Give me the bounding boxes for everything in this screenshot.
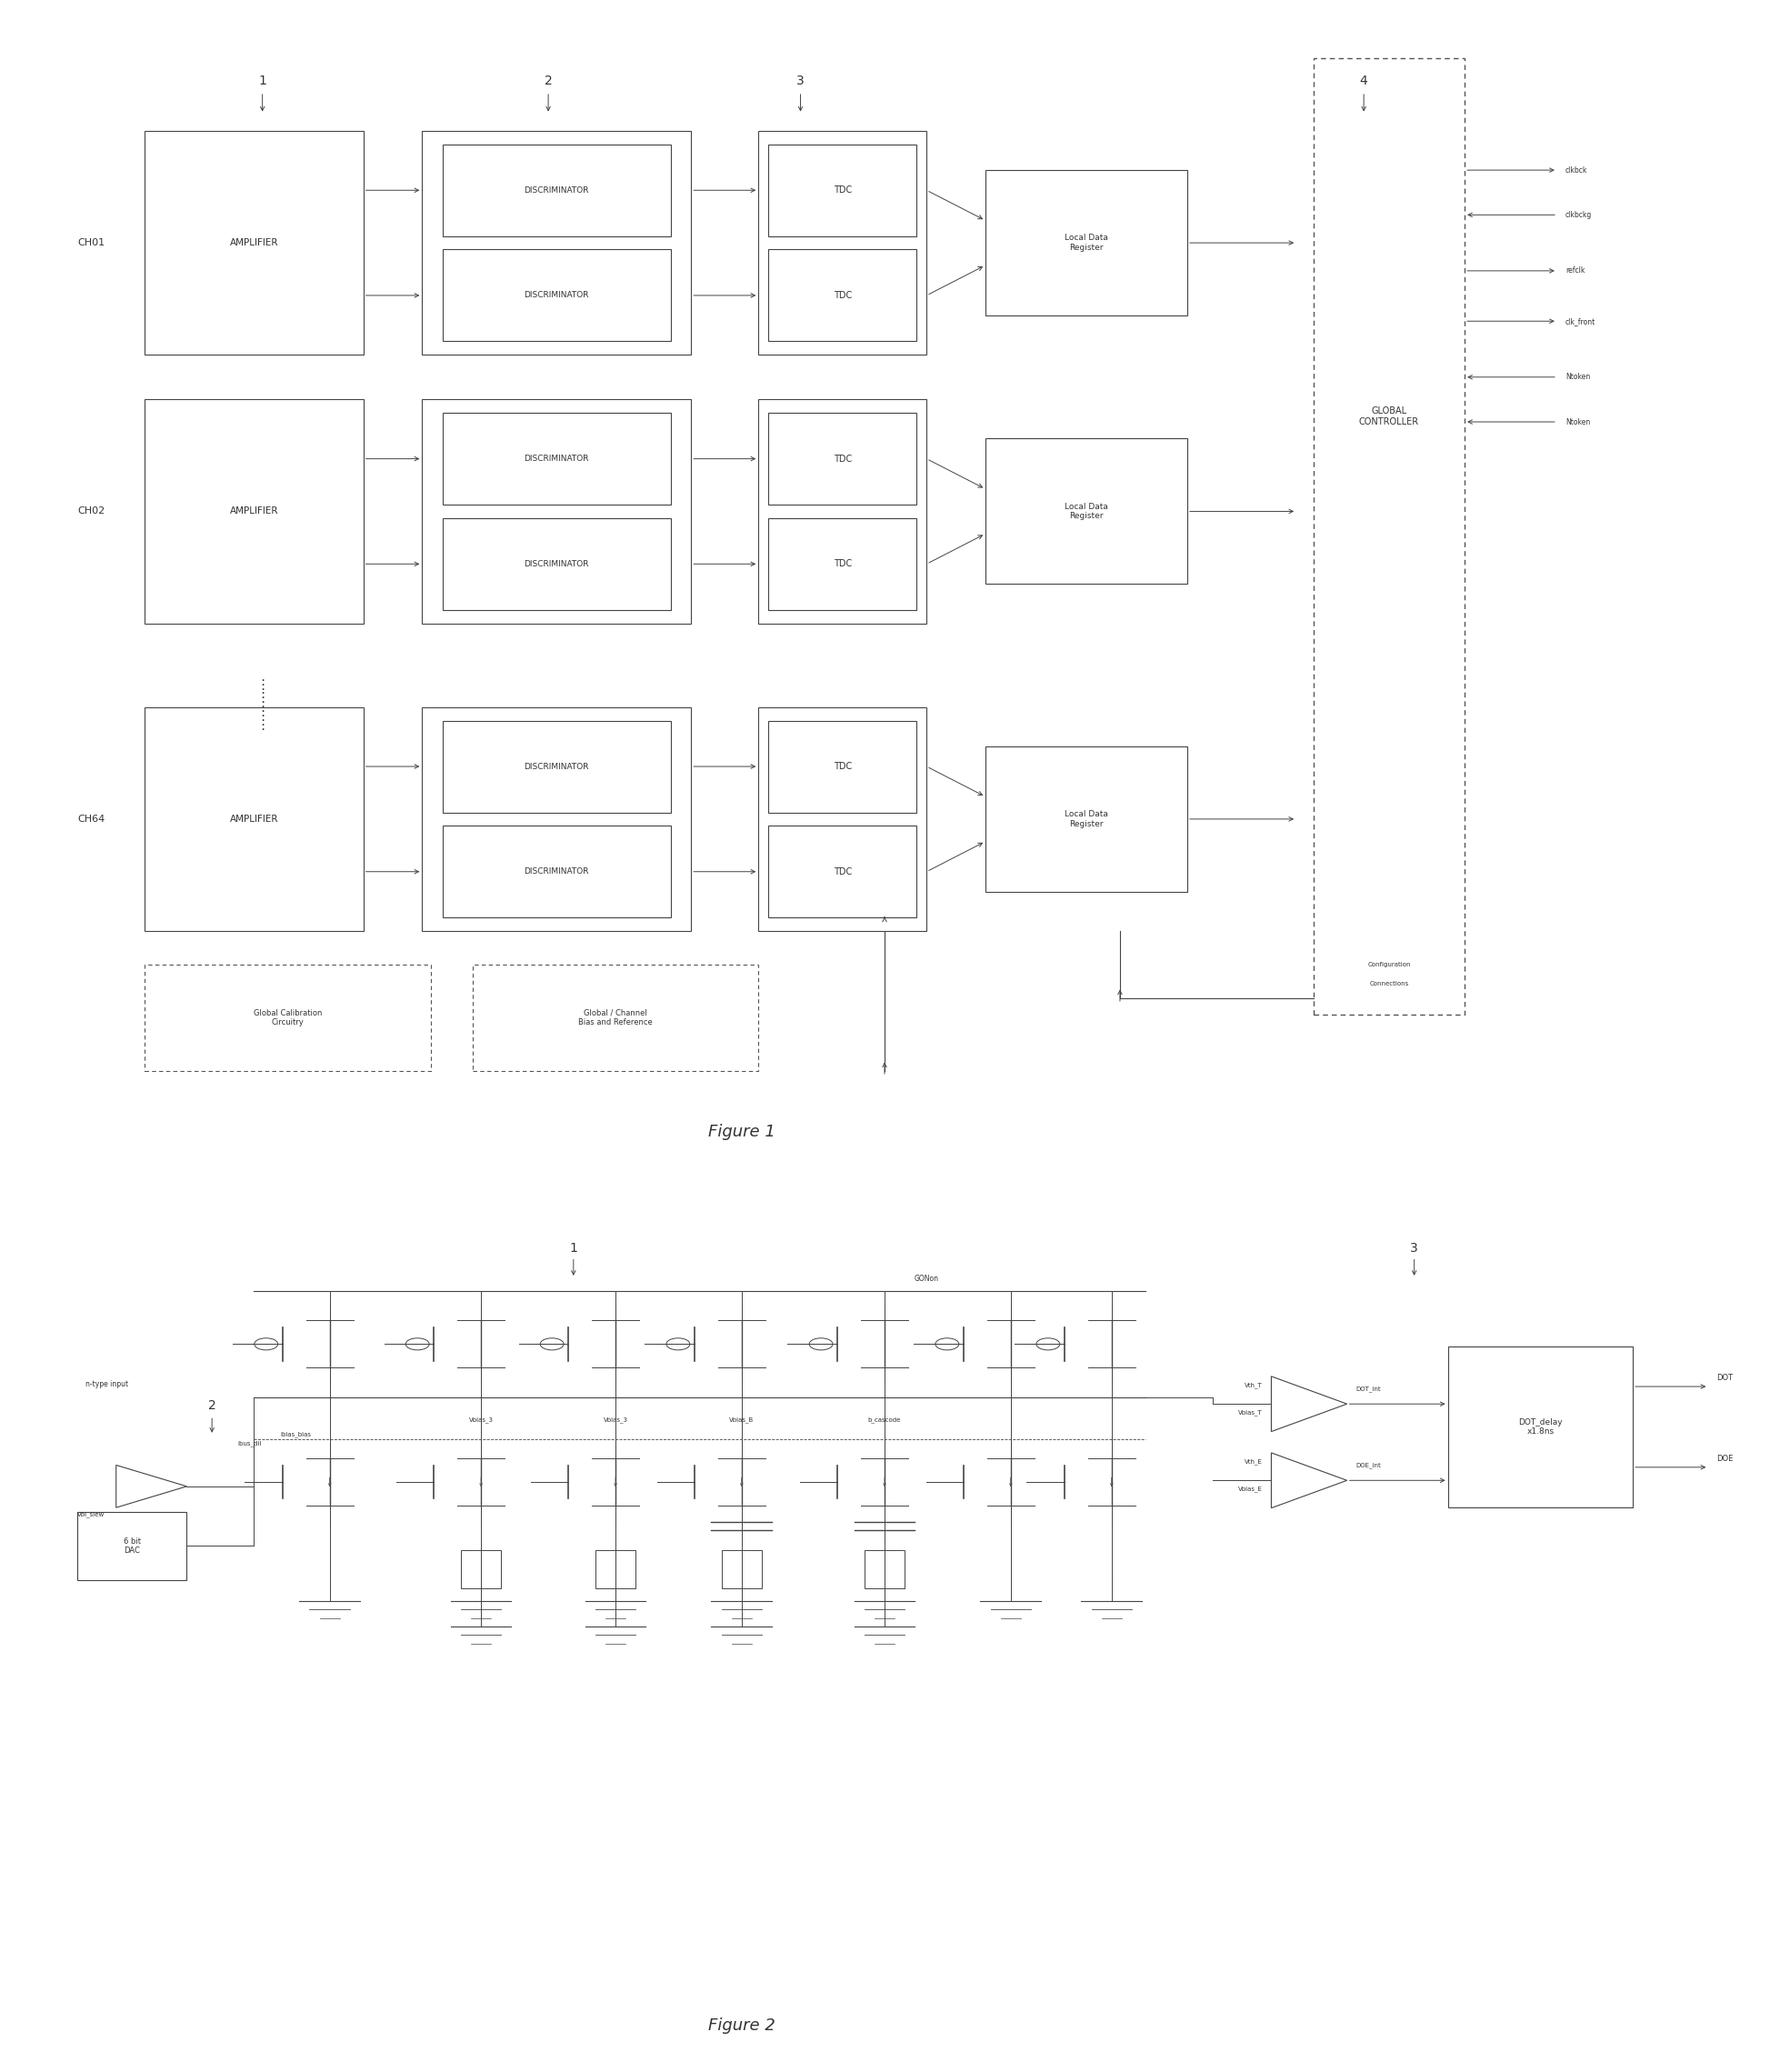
- Text: Configuration: Configuration: [1368, 961, 1411, 968]
- FancyBboxPatch shape: [595, 1550, 635, 1589]
- FancyBboxPatch shape: [986, 170, 1188, 315]
- Text: TDC: TDC: [834, 454, 851, 464]
- FancyBboxPatch shape: [442, 249, 671, 342]
- Text: Local Data
Register: Local Data Register: [1064, 234, 1108, 251]
- Text: 1: 1: [570, 1241, 577, 1256]
- Text: 1: 1: [258, 75, 267, 87]
- FancyBboxPatch shape: [145, 963, 430, 1071]
- Text: DISCRIMINATOR: DISCRIMINATOR: [524, 559, 589, 568]
- Text: DOT_delay
x1.8ns: DOT_delay x1.8ns: [1519, 1417, 1563, 1436]
- Text: DOT_int: DOT_int: [1356, 1386, 1381, 1392]
- FancyBboxPatch shape: [768, 145, 917, 236]
- FancyBboxPatch shape: [986, 746, 1188, 891]
- Text: 3: 3: [796, 75, 804, 87]
- Text: CH64: CH64: [78, 814, 104, 823]
- Text: refclk: refclk: [1565, 267, 1584, 276]
- Text: clk_front: clk_front: [1565, 317, 1597, 325]
- Text: GONon: GONon: [915, 1274, 938, 1283]
- FancyBboxPatch shape: [758, 707, 927, 930]
- FancyBboxPatch shape: [768, 721, 917, 812]
- FancyBboxPatch shape: [758, 131, 927, 354]
- FancyBboxPatch shape: [421, 400, 690, 624]
- Text: ⋮: ⋮: [255, 692, 269, 704]
- FancyBboxPatch shape: [460, 1550, 501, 1589]
- Text: AMPLIFIER: AMPLIFIER: [230, 238, 278, 247]
- Text: DISCRIMINATOR: DISCRIMINATOR: [524, 868, 589, 876]
- Text: 2: 2: [209, 1399, 216, 1411]
- Text: TDC: TDC: [834, 559, 851, 568]
- Text: AMPLIFIER: AMPLIFIER: [230, 508, 278, 516]
- Text: n-type input: n-type input: [85, 1380, 129, 1388]
- Text: Connections: Connections: [1370, 980, 1409, 986]
- Text: Vbias_3: Vbias_3: [604, 1417, 628, 1423]
- Text: Vbias_T: Vbias_T: [1239, 1409, 1262, 1415]
- Text: DISCRIMINATOR: DISCRIMINATOR: [524, 186, 589, 195]
- Text: Vbias_E: Vbias_E: [1239, 1486, 1262, 1492]
- FancyBboxPatch shape: [145, 131, 363, 354]
- Text: Figure 2: Figure 2: [708, 2018, 775, 2035]
- Text: DOE_int: DOE_int: [1356, 1463, 1381, 1469]
- FancyBboxPatch shape: [864, 1550, 904, 1589]
- FancyBboxPatch shape: [768, 827, 917, 918]
- FancyBboxPatch shape: [442, 721, 671, 812]
- Text: TDC: TDC: [834, 186, 851, 195]
- FancyBboxPatch shape: [1313, 58, 1466, 1015]
- Text: 3: 3: [1411, 1241, 1418, 1256]
- Text: Local Data
Register: Local Data Register: [1064, 810, 1108, 829]
- Text: ⋮: ⋮: [255, 704, 269, 719]
- Text: Vth_E: Vth_E: [1244, 1459, 1262, 1465]
- FancyBboxPatch shape: [421, 131, 690, 354]
- FancyBboxPatch shape: [421, 707, 690, 930]
- Text: TDC: TDC: [834, 866, 851, 876]
- FancyBboxPatch shape: [768, 249, 917, 342]
- Text: ibias_bias: ibias_bias: [281, 1432, 312, 1438]
- FancyBboxPatch shape: [442, 412, 671, 506]
- FancyBboxPatch shape: [442, 827, 671, 918]
- Text: ⋮: ⋮: [255, 678, 269, 692]
- Text: Ntoken: Ntoken: [1565, 373, 1589, 381]
- FancyBboxPatch shape: [768, 412, 917, 506]
- Text: DOE: DOE: [1717, 1455, 1733, 1463]
- Text: GLOBAL
CONTROLLER: GLOBAL CONTROLLER: [1359, 406, 1420, 427]
- FancyBboxPatch shape: [758, 400, 927, 624]
- Text: 4: 4: [1359, 75, 1368, 87]
- FancyBboxPatch shape: [473, 963, 759, 1071]
- FancyBboxPatch shape: [442, 145, 671, 236]
- Text: b_cascode: b_cascode: [867, 1417, 901, 1423]
- FancyBboxPatch shape: [1448, 1347, 1632, 1508]
- Text: ibus_dil: ibus_dil: [237, 1440, 262, 1446]
- FancyBboxPatch shape: [145, 707, 363, 930]
- FancyBboxPatch shape: [442, 518, 671, 609]
- Text: AMPLIFIER: AMPLIFIER: [230, 814, 278, 823]
- Text: 6 bit
DAC: 6 bit DAC: [124, 1537, 142, 1554]
- Text: DISCRIMINATOR: DISCRIMINATOR: [524, 454, 589, 462]
- Text: Vbias_3: Vbias_3: [469, 1417, 494, 1423]
- FancyBboxPatch shape: [145, 400, 363, 624]
- FancyBboxPatch shape: [722, 1550, 761, 1589]
- Text: Ntoken: Ntoken: [1565, 419, 1589, 427]
- Text: DISCRIMINATOR: DISCRIMINATOR: [524, 762, 589, 771]
- FancyBboxPatch shape: [78, 1513, 188, 1579]
- Text: Global / Channel
Bias and Reference: Global / Channel Bias and Reference: [579, 1009, 653, 1026]
- Text: clkbck: clkbck: [1565, 166, 1588, 174]
- Text: ⋮: ⋮: [255, 719, 269, 731]
- Text: 2: 2: [545, 75, 552, 87]
- Text: Local Data
Register: Local Data Register: [1064, 503, 1108, 520]
- FancyBboxPatch shape: [986, 439, 1188, 584]
- Text: Vbias_B: Vbias_B: [729, 1417, 754, 1423]
- FancyBboxPatch shape: [768, 518, 917, 609]
- Text: CH01: CH01: [78, 238, 104, 247]
- Text: TDC: TDC: [834, 762, 851, 771]
- Text: Vth_T: Vth_T: [1244, 1382, 1262, 1388]
- Text: CH02: CH02: [78, 508, 104, 516]
- Text: DOT: DOT: [1717, 1374, 1733, 1382]
- Text: clkbckg: clkbckg: [1565, 211, 1593, 220]
- Text: DISCRIMINATOR: DISCRIMINATOR: [524, 292, 589, 300]
- Text: Vbl_slew: Vbl_slew: [78, 1510, 104, 1517]
- Text: TDC: TDC: [834, 290, 851, 300]
- Text: Global Calibration
Circuitry: Global Calibration Circuitry: [253, 1009, 322, 1026]
- Text: Figure 1: Figure 1: [708, 1125, 775, 1140]
